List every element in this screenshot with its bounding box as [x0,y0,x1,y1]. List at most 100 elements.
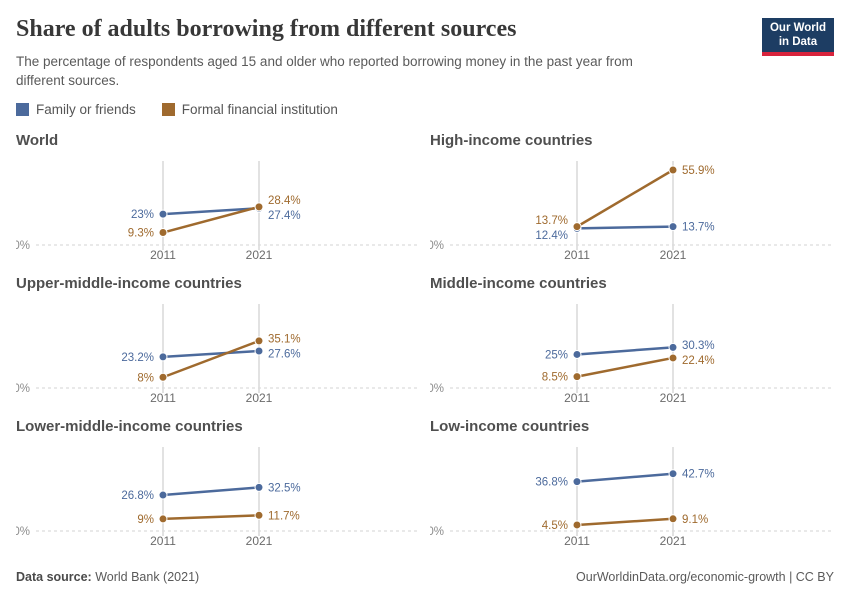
panel-title: Upper-middle-income countries [16,275,242,292]
data-point [158,352,168,362]
series-line [576,472,674,483]
footer: Data source: World Bank (2021) OurWorldi… [16,570,834,584]
legend-swatch-brown-icon [161,103,175,116]
data-label: 36.8% [535,477,568,489]
data-point [668,469,678,479]
panels-grid: World 0% 2011 2021 23% 9.3% 28.4% 27.4% High-i… [16,131,834,547]
year-tick-label: 2011 [564,391,590,404]
data-label: 11.7% [268,510,300,522]
data-label: 35.1% [268,333,301,345]
year-tick-label: 2021 [660,534,687,547]
series-line [576,168,674,228]
year-tick-label: 2021 [660,391,687,404]
owid-logo-line2: in Data [778,35,818,48]
series-line [162,339,260,379]
zero-tick-label: 0% [430,383,444,395]
chart-middle-income: 0% 2011 2021 25% 8.5% 30.3% 22.4% [430,304,834,404]
data-label: 42.7% [682,469,715,481]
series-line [162,486,260,497]
data-source-label: Data source: [16,570,92,584]
data-point [572,349,582,359]
data-point [158,490,168,500]
data-point [668,165,678,175]
data-point [668,222,678,232]
data-label: 8.5% [542,372,568,384]
header: Share of adults borrowing from different… [16,14,834,90]
data-label: 13.7% [682,222,715,234]
year-tick-label: 2011 [150,534,176,547]
panel-lower-middle-income: Lower-middle-income countries 0% 2011 2021… [16,417,420,547]
year-tick-label: 2011 [150,248,176,261]
data-label: 30.3% [682,340,715,352]
chart-low-income: 0% 2011 2021 36.8% 4.5% 42.7% 9.1% [430,447,834,547]
chart-lower-middle-income: 0% 2011 2021 26.8% 9% 32.5% 11.7% [16,447,420,547]
data-label: 27.6% [268,348,301,360]
panel-title: High-income countries [430,132,593,149]
series-line [576,225,674,230]
panel-title: World [16,132,59,149]
legend: Family or friends Formal financial insti… [16,102,834,117]
owid-logo-line1: Our World [769,22,826,34]
data-point [158,209,168,219]
panel-title: Middle-income countries [430,275,607,292]
legend-swatch-blue-icon [16,103,29,116]
panel-upper-middle-income: Upper-middle-income countries 0% 2011 2021… [16,274,420,404]
data-point [668,342,678,352]
data-point [572,477,582,487]
data-label: 23% [131,209,154,221]
data-point [254,482,264,492]
series-line [576,346,674,356]
data-label: 9.1% [682,514,708,526]
data-point [572,520,582,530]
data-label: 8% [137,372,154,384]
data-label: 22.4% [682,355,715,367]
data-label: 9.3% [128,228,154,240]
year-tick-label: 2021 [660,248,687,261]
page-title: Share of adults borrowing from different… [16,16,517,42]
data-label: 27.4% [268,210,301,222]
zero-tick-label: 0% [16,383,30,395]
panel-title: Lower-middle-income countries [16,418,243,435]
data-label: 25% [545,349,568,361]
data-point [572,222,582,232]
year-tick-label: 2011 [564,248,590,261]
owid-url-link[interactable]: OurWorldinData.org/economic-growth | CC … [576,570,834,584]
data-point [254,336,264,346]
data-point [254,346,264,356]
data-point [254,202,264,212]
panel-title: Low-income countries [430,418,590,435]
legend-item-family-or-friends: Family or friends [16,102,136,117]
data-label: 55.9% [682,165,715,177]
data-label: 32.5% [268,482,301,494]
zero-tick-label: 0% [16,240,30,252]
legend-label: Family or friends [36,102,136,117]
year-tick-label: 2021 [246,391,273,404]
series-line [162,349,260,359]
chart-upper-middle-income: 0% 2011 2021 23.2% 8% 35.1% 27.6% [16,304,420,404]
data-point [572,372,582,382]
series-line [576,517,674,527]
year-tick-label: 2011 [150,391,176,404]
data-label: 9% [137,514,154,526]
series-line [162,205,260,234]
data-label: 26.8% [121,490,154,502]
data-label: 4.5% [542,520,568,532]
data-label: 28.4% [268,195,301,207]
zero-tick-label: 0% [430,240,444,252]
data-point [158,514,168,524]
data-source: Data source: World Bank (2021) [16,570,199,584]
year-tick-label: 2021 [246,534,273,547]
data-label: 23.2% [121,352,154,364]
series-line [576,356,674,378]
owid-logo[interactable]: Our World in Data [761,18,834,56]
legend-label: Formal financial institution [181,102,338,117]
year-tick-label: 2021 [246,248,273,261]
data-label: 12.4% [535,230,568,242]
panel-high-income: High-income countries 0% 2011 2021 13.7% 12.… [430,131,834,261]
data-label: 13.7% [535,215,568,227]
year-tick-label: 2011 [564,534,590,547]
data-point [158,228,168,238]
panel-middle-income: Middle-income countries 0% 2011 2021 25% 8.5… [430,274,834,404]
series-line [162,514,260,521]
page-subtitle: The percentage of respondents aged 15 an… [16,54,633,88]
